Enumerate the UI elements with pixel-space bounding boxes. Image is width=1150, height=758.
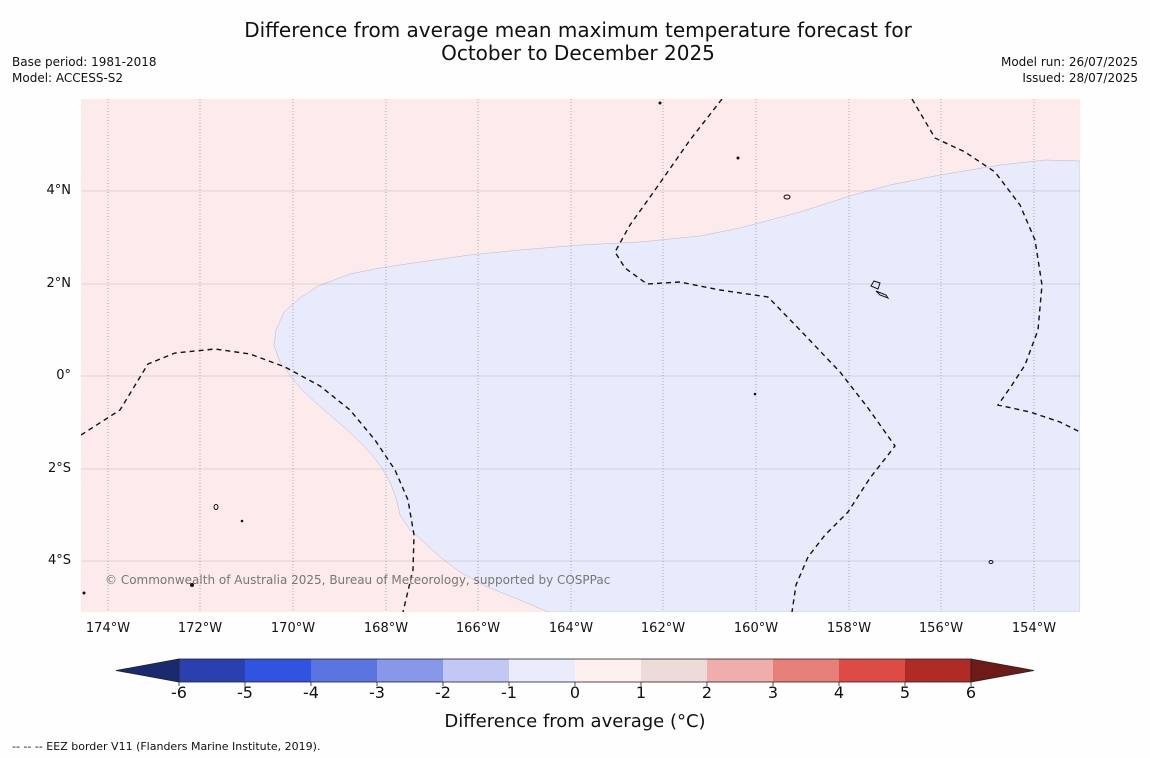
cb-tick-6: 6 — [965, 683, 977, 702]
cb-tick-2: 2 — [701, 683, 713, 702]
cb-tick-neg1: -1 — [501, 683, 517, 702]
colorbar-swatch — [575, 659, 641, 682]
model-run: Model run: 26/07/2025 — [1000, 55, 1138, 69]
lon-label-166w: 166°W — [455, 621, 501, 636]
lon-label-162w: 162°W — [640, 621, 686, 636]
cb-tick-5: 5 — [899, 683, 911, 702]
colorbar-swatch — [905, 659, 971, 682]
copyright-text: © Commonwealth of Australia 2025, Bureau… — [105, 573, 610, 587]
cb-tick-1: 1 — [635, 683, 647, 702]
eez-borders — [81, 99, 1080, 612]
meta-left: Base period: 1981-2018 Model: ACCESS-S2 — [12, 54, 157, 86]
base-period: Base period: 1981-2018 — [12, 55, 157, 69]
colorbar-swatch — [641, 659, 707, 682]
lon-label-168w: 168°W — [363, 621, 409, 636]
cb-tick-neg3: -3 — [369, 683, 385, 702]
lon-label-158w: 158°W — [826, 621, 872, 636]
cool-anomaly-region — [273, 159, 1080, 612]
cb-tick-neg6: -6 — [171, 683, 187, 702]
lon-label-172w: 172°W — [177, 621, 223, 636]
cb-tick-4: 4 — [833, 683, 845, 702]
meta-right: Model run: 26/07/2025 Issued: 28/07/2025 — [1001, 54, 1138, 86]
cb-tick-neg2: -2 — [435, 683, 451, 702]
lon-label-174w: 174°W — [85, 621, 131, 636]
colorbar-swatch — [311, 659, 377, 682]
cb-tick-neg4: -4 — [303, 683, 319, 702]
colorbar-extend-high — [970, 658, 1035, 683]
cb-tick-neg5: -5 — [237, 683, 253, 702]
lon-label-170w: 170°W — [270, 621, 316, 636]
title-line-1: Difference from average mean maximum tem… — [244, 18, 912, 42]
lon-label-156w: 156°W — [918, 621, 964, 636]
colorbar-swatch — [839, 659, 905, 682]
lat-label-4n: 4°N — [46, 183, 72, 198]
lat-label-2s: 2°S — [47, 461, 71, 476]
model-name: Model: ACCESS-S2 — [12, 71, 124, 85]
cb-tick-0: 0 — [569, 683, 581, 702]
issued-date: Issued: 28/07/2025 — [1022, 71, 1138, 85]
colorbar-swatch — [773, 659, 839, 682]
colorbar-swatch — [179, 659, 245, 682]
lat-label-2n: 2°N — [46, 276, 72, 291]
lon-label-164w: 164°W — [548, 621, 594, 636]
islands — [82, 101, 994, 595]
graticule — [81, 99, 1080, 612]
colorbar-title: Difference from average (°C) — [444, 711, 706, 732]
colorbar-swatch — [509, 659, 575, 682]
map-title: Difference from average mean maximum tem… — [150, 19, 1006, 65]
lon-label-154w: 154°W — [1011, 621, 1057, 636]
colorbar-swatch — [245, 659, 311, 682]
eez-legend-note: -- -- -- EEZ border V11 (Flanders Marine… — [12, 740, 321, 753]
colorbar-swatch — [707, 659, 773, 682]
lon-label-160w: 160°W — [733, 621, 779, 636]
colorbar — [115, 658, 1035, 686]
colorbar-swatch — [443, 659, 509, 682]
colorbar-extend-low — [115, 658, 180, 683]
lat-label-4s: 4°S — [47, 553, 71, 568]
lat-label-0: 0° — [56, 368, 71, 383]
title-line-2: October to December 2025 — [441, 41, 715, 65]
cb-tick-3: 3 — [767, 683, 779, 702]
colorbar-swatch — [377, 659, 443, 682]
